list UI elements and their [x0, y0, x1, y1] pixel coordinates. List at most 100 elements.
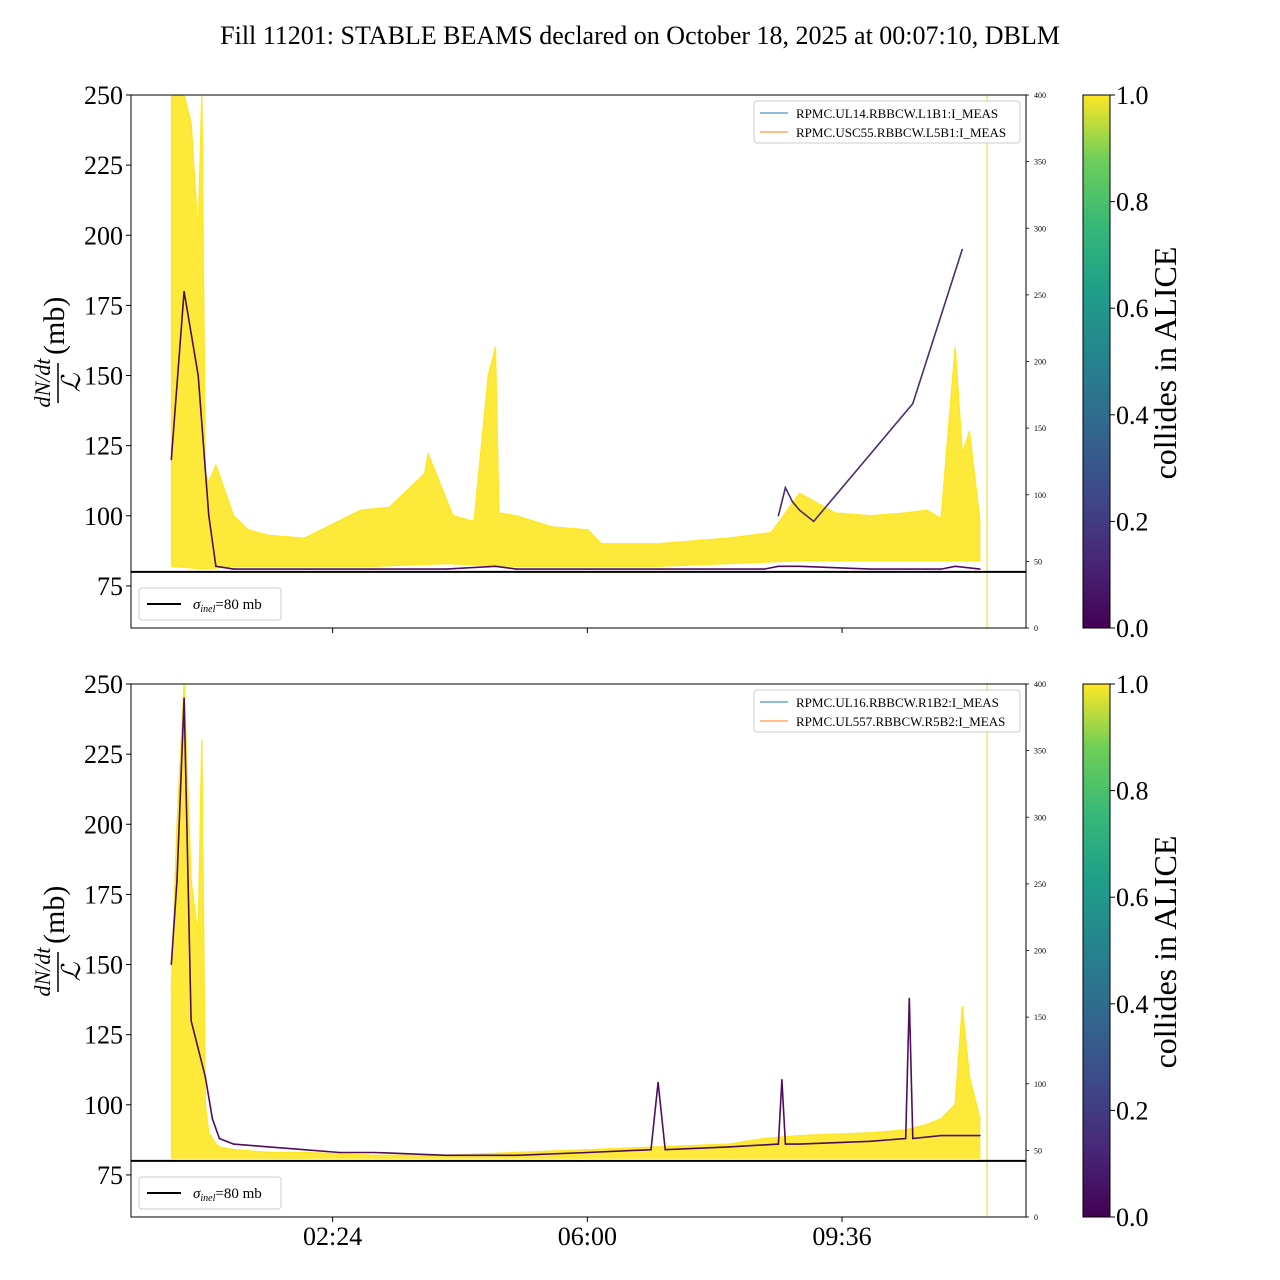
colorbar-tick-label: 1.0: [1116, 670, 1149, 699]
data-point: [232, 1143, 235, 1145]
data-point: [961, 453, 963, 455]
data-point: [388, 506, 390, 508]
data-point: [445, 562, 447, 565]
secondary-y-tick-label: 300: [1034, 813, 1046, 822]
data-point: [664, 1149, 666, 1151]
data-point: [374, 1151, 376, 1154]
data-point: [600, 543, 603, 545]
data-point: [777, 515, 779, 517]
secondary-y-tick-label: 0: [1034, 624, 1038, 633]
colorbar-tick-label: 0.6: [1116, 883, 1149, 912]
secondary-y-tick-label: 200: [1034, 358, 1046, 367]
data-point: [784, 487, 787, 489]
data-point: [781, 1078, 783, 1081]
y-tick-label: 175: [84, 291, 123, 320]
y-label-denominator: ℒ: [57, 372, 86, 392]
data-point: [204, 1076, 206, 1078]
secondary-y-tick-label: 350: [1034, 158, 1046, 167]
data-point: [940, 1118, 942, 1120]
data-point: [218, 1146, 221, 1148]
legend-entry-label: RPMC.USC55.RBBCW.L5B1:I_MEAS: [796, 125, 1006, 140]
colorbar-gradient: [1082, 683, 1111, 1218]
data-point: [905, 568, 907, 570]
data-point: [452, 515, 454, 517]
secondary-y-tick-label: 300: [1034, 224, 1046, 233]
secondary-y-tick-label: 400: [1034, 91, 1046, 100]
data-point: [777, 565, 779, 567]
data-point: [374, 568, 376, 570]
data-point: [515, 1151, 518, 1154]
data-point: [798, 1135, 801, 1137]
data-point: [869, 515, 871, 517]
data-point: [374, 565, 376, 567]
colorbar: 0.0 0.2 0.4 0.6 0.8 1.0 collides in ALICE: [1082, 670, 1183, 1232]
data-point: [232, 568, 235, 570]
data-point: [657, 568, 659, 570]
data-point: [940, 1157, 942, 1159]
secondary-y-tick-label: 50: [1034, 1146, 1042, 1155]
data-point: [798, 509, 801, 511]
data-point: [232, 1149, 235, 1151]
data-point: [777, 1143, 779, 1145]
data-point: [494, 565, 496, 567]
data-point: [869, 1140, 871, 1142]
legend-entry-label: RPMC.UL16.RBBCW.R1B2:I_MEAS: [796, 695, 999, 710]
x-tick-label: 09:36: [812, 1222, 871, 1251]
data-point: [374, 1157, 376, 1159]
data-point: [170, 459, 172, 461]
data-point: [374, 1154, 376, 1156]
data-point: [339, 1151, 341, 1154]
y-axis-label: dN/dt ℒ (mb): [30, 297, 86, 408]
data-point: [303, 1151, 305, 1154]
data-point: [979, 560, 981, 562]
data-point: [926, 1123, 928, 1126]
data-point: [798, 565, 801, 567]
data-point: [869, 1132, 871, 1134]
data-point: [427, 453, 429, 455]
legend-frame: [753, 100, 1021, 144]
data-point: [657, 565, 659, 567]
data-point: [515, 515, 518, 517]
data-point: [215, 565, 217, 567]
data-point: [204, 568, 206, 570]
colorbar-label: collides in ALICE: [1147, 247, 1183, 480]
data-point: [908, 997, 910, 999]
data-point: [176, 879, 178, 881]
data-point: [763, 568, 765, 570]
y-tick-label: 75: [97, 1161, 123, 1190]
secondary-y-tick-label: 100: [1034, 491, 1046, 500]
secondary-y-tick-label: 350: [1034, 747, 1046, 756]
legend-entry-label: RPMC.UL557.RBBCW.R5B2:I_MEAS: [796, 714, 1005, 729]
data-point: [190, 1020, 192, 1022]
reference-legend-label: σinel=80 mb: [193, 597, 262, 615]
y-axis-label: dN/dt ℒ (mb): [30, 886, 86, 997]
legend-frame: [753, 689, 1021, 733]
data-point: [912, 1137, 914, 1140]
colorbar-label: collides in ALICE: [1147, 836, 1183, 1069]
data-point: [247, 529, 249, 531]
y-tick-label: 100: [84, 502, 123, 531]
data-point: [979, 1157, 981, 1159]
x-tick-label: 06:00: [558, 1222, 617, 1251]
data-point: [170, 991, 172, 994]
data-point: [961, 1006, 963, 1008]
y-tick-label: 100: [84, 1091, 123, 1120]
y-label-denominator: ℒ: [57, 961, 86, 981]
data-point: [360, 509, 362, 511]
series-line-2: [170, 291, 981, 570]
secondary-y-tick-label: 0: [1034, 1213, 1038, 1222]
y-tick-label: 250: [84, 81, 123, 110]
data-point: [204, 1104, 206, 1106]
data-point: [303, 568, 305, 570]
data-point: [445, 568, 447, 570]
y-label-numerator: dN/dt: [30, 947, 55, 997]
data-point: [445, 1154, 447, 1156]
reference-legend: σinel=80 mb: [138, 587, 282, 621]
data-point: [232, 515, 235, 517]
data-point: [170, 963, 172, 966]
y-tick-label: 175: [84, 880, 123, 909]
y-tick-label: 250: [84, 670, 123, 699]
data-point: [494, 346, 496, 349]
data-point: [268, 1151, 270, 1154]
